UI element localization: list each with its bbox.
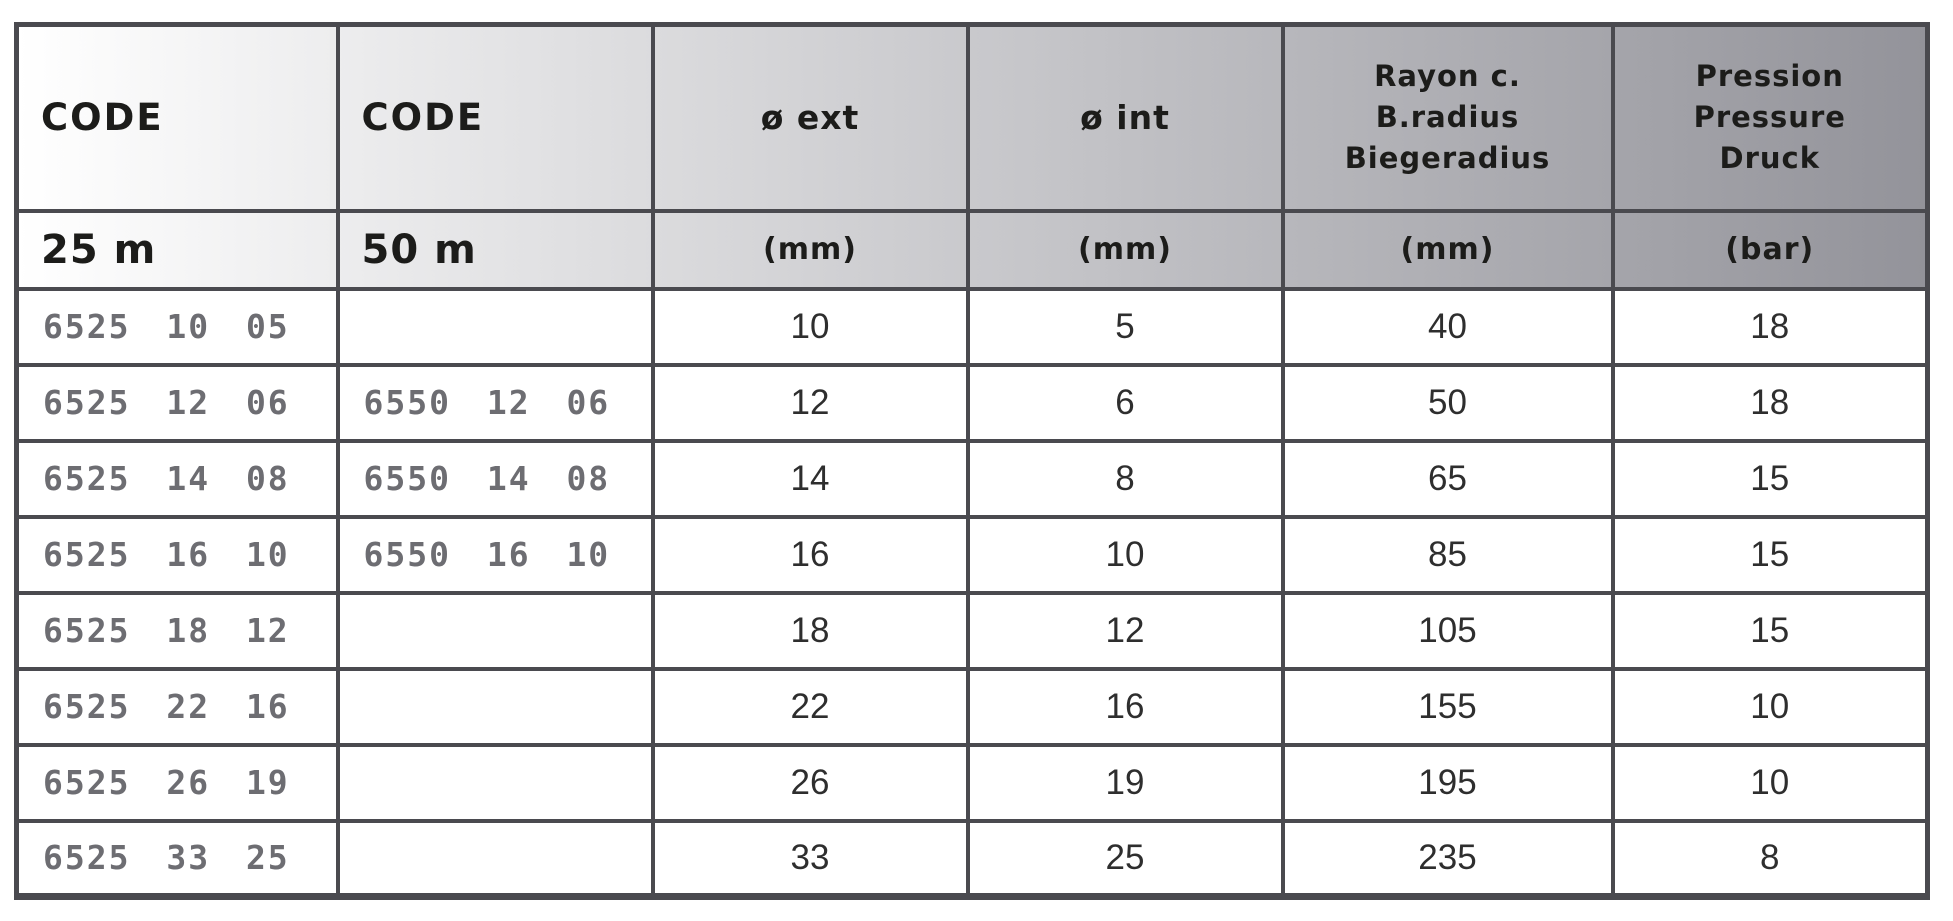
spec-table-container: CODE CODE ø ext ø int Rayon c. B.radius … [14,22,1930,900]
cell-bend-radius: 85 [1280,514,1615,595]
cell-code-25m: 6525 33 25 [14,818,340,899]
cell-pressure: 15 [1610,438,1930,519]
cell-pressure: 10 [1610,742,1930,823]
cell-diam-ext: 26 [650,742,970,823]
header-diam-int: ø int [965,22,1285,213]
header-diam-ext: ø ext [650,22,970,213]
cell-diam-int: 8 [965,438,1285,519]
header-row-units: 25 m 50 m (mm) (mm) (mm) (bar) [14,208,1930,291]
table-row: 6525 12 06 6550 12 06 12 6 50 18 [14,362,1930,443]
hose-spec-table: CODE CODE ø ext ø int Rayon c. B.radius … [14,22,1930,900]
subheader-length-25m: 25 m [14,208,340,291]
cell-code-25m: 6525 12 06 [14,362,340,443]
cell-diam-int: 6 [965,362,1285,443]
table-row: 6525 33 25 33 25 235 8 [14,818,1930,899]
cell-bend-radius: 65 [1280,438,1615,519]
header-bend-radius: Rayon c. B.radius Biegeradius [1280,22,1615,213]
header-pressure: Pression Pressure Druck [1610,22,1930,213]
cell-diam-ext: 16 [650,514,970,595]
cell-code-50m [335,590,655,671]
cell-code-50m [335,666,655,747]
cell-bend-radius: 50 [1280,362,1615,443]
table-header: CODE CODE ø ext ø int Rayon c. B.radius … [14,22,1930,291]
table-body: 6525 10 05 10 5 40 18 6525 12 06 6550 12 06 12 6… [14,286,1930,899]
table-row: 6525 18 12 18 12 105 15 [14,590,1930,671]
cell-pressure: 8 [1610,818,1930,899]
header-code-50m: CODE [335,22,655,213]
cell-diam-int: 10 [965,514,1285,595]
table-row: 6525 10 05 10 5 40 18 [14,286,1930,367]
subheader-unit-ext: (mm) [650,208,970,291]
cell-code-50m [335,742,655,823]
cell-bend-radius: 195 [1280,742,1615,823]
cell-code-25m: 6525 10 05 [14,286,340,367]
cell-diam-ext: 22 [650,666,970,747]
cell-code-50m [335,286,655,367]
cell-diam-int: 25 [965,818,1285,899]
cell-code-25m: 6525 14 08 [14,438,340,519]
cell-pressure: 10 [1610,666,1930,747]
cell-code-50m: 6550 16 10 [335,514,655,595]
header-row-titles: CODE CODE ø ext ø int Rayon c. B.radius … [14,22,1930,213]
cell-diam-int: 12 [965,590,1285,671]
cell-bend-radius: 105 [1280,590,1615,671]
cell-code-50m: 6550 14 08 [335,438,655,519]
cell-diam-ext: 14 [650,438,970,519]
cell-bend-radius: 235 [1280,818,1615,899]
cell-pressure: 15 [1610,590,1930,671]
subheader-unit-radius: (mm) [1280,208,1615,291]
table-row: 6525 26 19 26 19 195 10 [14,742,1930,823]
cell-code-25m: 6525 18 12 [14,590,340,671]
subheader-unit-pressure: (bar) [1610,208,1930,291]
cell-code-25m: 6525 26 19 [14,742,340,823]
header-code-25m: CODE [14,22,340,213]
cell-pressure: 18 [1610,362,1930,443]
cell-pressure: 18 [1610,286,1930,367]
cell-diam-ext: 10 [650,286,970,367]
table-row: 6525 14 08 6550 14 08 14 8 65 15 [14,438,1930,519]
cell-pressure: 15 [1610,514,1930,595]
cell-code-25m: 6525 22 16 [14,666,340,747]
cell-diam-int: 5 [965,286,1285,367]
cell-bend-radius: 155 [1280,666,1615,747]
table-row: 6525 22 16 22 16 155 10 [14,666,1930,747]
cell-diam-ext: 33 [650,818,970,899]
subheader-length-50m: 50 m [335,208,655,291]
cell-code-50m: 6550 12 06 [335,362,655,443]
cell-diam-ext: 12 [650,362,970,443]
table-row: 6525 16 10 6550 16 10 16 10 85 15 [14,514,1930,595]
cell-code-50m [335,818,655,899]
cell-code-25m: 6525 16 10 [14,514,340,595]
subheader-unit-int: (mm) [965,208,1285,291]
cell-bend-radius: 40 [1280,286,1615,367]
cell-diam-int: 19 [965,742,1285,823]
cell-diam-int: 16 [965,666,1285,747]
cell-diam-ext: 18 [650,590,970,671]
